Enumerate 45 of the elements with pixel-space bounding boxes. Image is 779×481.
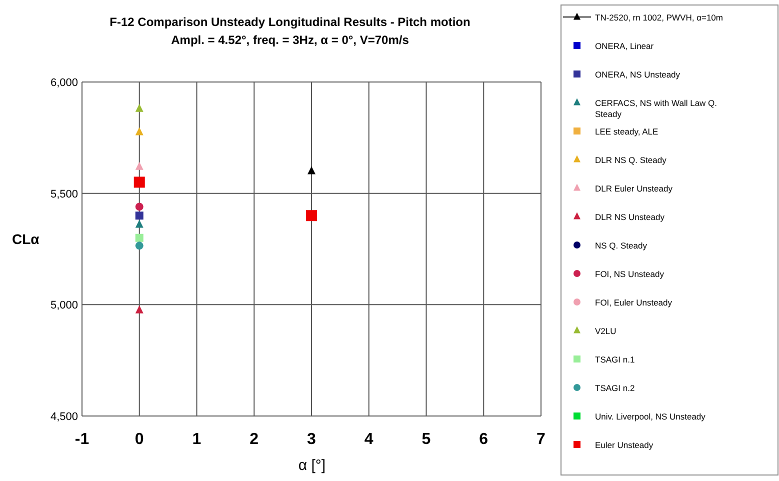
y-tick-label: 6,000 xyxy=(50,77,78,89)
legend-label: CERFACS, NS with Wall Law Q. Steady xyxy=(595,98,718,119)
legend-label: FOI, Euler Unsteady xyxy=(595,298,673,308)
x-tick-label: 0 xyxy=(134,431,144,448)
legend-label: FOI, NS Unsteady xyxy=(595,269,665,279)
point xyxy=(135,220,144,228)
x-tick-label: -1 xyxy=(74,431,90,448)
point xyxy=(135,127,144,136)
legend-label: Univ. Liverpool, NS Unsteady xyxy=(595,412,706,422)
y-tick-label: 5,500 xyxy=(50,188,78,200)
x-tick-label: 5 xyxy=(422,431,431,448)
point xyxy=(134,176,145,188)
point xyxy=(135,234,144,242)
legend-label: TSAGI n.2 xyxy=(595,383,635,393)
y-tick-label: 5,000 xyxy=(50,300,78,312)
x-tick-label: 4 xyxy=(364,431,374,448)
point xyxy=(308,166,316,174)
x-axis-title: α [°] xyxy=(298,457,326,474)
point xyxy=(135,162,144,170)
point xyxy=(135,242,144,250)
legend-label: ONERA, NS Unsteady xyxy=(595,70,681,80)
point xyxy=(135,212,144,220)
point xyxy=(135,202,144,211)
legend-label: ONERA, Linear xyxy=(595,41,654,51)
chart-subtitle: Ampl. = 4.52°, freq. = 3Hz, α = 0°, V=70m/s xyxy=(171,33,410,47)
x-tick-label: 6 xyxy=(479,431,488,448)
legend-label: DLR Euler Unsteady xyxy=(595,184,674,194)
legend-label: TN-2520, rn 1002, PWVH, α=10m xyxy=(595,12,723,22)
legend-label: V2LU xyxy=(595,326,616,336)
legend-label: LEE steady, ALE xyxy=(595,126,658,136)
point xyxy=(135,104,144,112)
x-tick-label: 7 xyxy=(536,431,546,448)
x-tick-label: 1 xyxy=(192,431,202,448)
legend-label: NS Q. Steady xyxy=(595,240,648,250)
legend-label: Euler Unsteady xyxy=(595,440,654,450)
y-tick-label: 4,500 xyxy=(50,411,78,423)
point xyxy=(306,210,317,222)
legend-label: DLR NS Unsteady xyxy=(595,212,666,222)
y-axis-title: CLα xyxy=(12,231,40,247)
legend-label: DLR NS Q. Steady xyxy=(595,155,668,165)
x-tick-label: 3 xyxy=(307,431,316,448)
point xyxy=(135,305,144,314)
chart-title: F-12 Comparison Unsteady Longitudinal Results - Pitch motion xyxy=(110,15,470,29)
legend-label: TSAGI n.1 xyxy=(595,354,635,364)
x-tick-label: 2 xyxy=(250,431,259,448)
